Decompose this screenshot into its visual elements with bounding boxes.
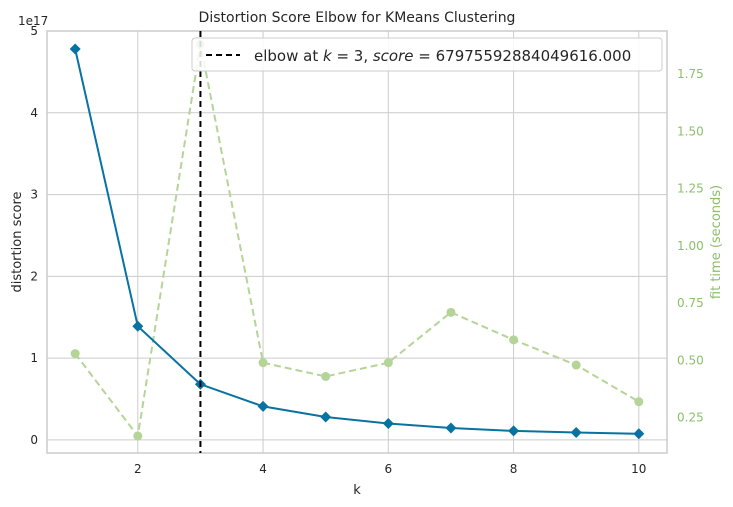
y2-tick-label: 1.50 xyxy=(677,124,704,138)
fit-time-series xyxy=(70,39,644,441)
distortion-point xyxy=(69,43,81,55)
fit-time-point xyxy=(70,349,80,359)
distortion-point xyxy=(570,427,582,439)
distortion-point xyxy=(257,400,269,412)
y-axis-label: distortion score xyxy=(10,192,25,293)
fit-time-point xyxy=(383,358,393,368)
y-tick-label: 4 xyxy=(30,106,38,120)
fit-time-point xyxy=(133,431,143,441)
y-offset-label: 1e17 xyxy=(18,14,48,28)
fit-time-point xyxy=(571,360,581,370)
y2-tick-label: 1.75 xyxy=(677,67,704,81)
fit-time-point xyxy=(321,371,331,381)
fit-time-line xyxy=(74,44,640,439)
fit-time-point xyxy=(509,335,519,345)
legend: elbow at k = 3, score = 6797559288404961… xyxy=(191,37,663,72)
distortion-line xyxy=(74,48,639,435)
distortion-series xyxy=(69,43,645,440)
y2-tick-label: 0.50 xyxy=(677,353,704,367)
y2-axis-label: fit time (seconds) xyxy=(709,185,724,299)
y2-tick-label: 1.25 xyxy=(677,182,704,196)
y-tick-label: 3 xyxy=(30,188,38,202)
distortion-point xyxy=(633,428,645,440)
y-tick-label: 1 xyxy=(30,351,38,365)
fit-time-point xyxy=(634,397,644,407)
chart-title: Distortion Score Elbow for KMeans Cluste… xyxy=(199,10,516,26)
distortion-point xyxy=(508,425,520,437)
fit-time-point xyxy=(446,307,456,317)
y-tick-label: 2 xyxy=(30,269,38,283)
y-tick-label: 5 xyxy=(30,24,38,38)
y2-tick-label: 0.75 xyxy=(677,296,704,310)
x-tick-label: 8 xyxy=(510,462,518,476)
distortion-point xyxy=(382,418,394,430)
y2-tick-label: 0.25 xyxy=(677,411,704,425)
grid-lines xyxy=(47,30,667,453)
x-tick-label: 10 xyxy=(631,462,646,476)
legend-label: elbow at k = 3, score = 6797559288404961… xyxy=(254,47,631,65)
fit-time-point xyxy=(258,358,268,368)
y2-tick-label: 1.00 xyxy=(677,239,704,253)
x-tick-label: 2 xyxy=(134,462,142,476)
x-tick-label: 6 xyxy=(384,462,392,476)
tick-labels: 2 4 6 8 10 0 1 2 3 4 5 0.25 0.50 0.75 1.00 1.25 1.50 1.75 xyxy=(30,24,703,476)
legend-box xyxy=(191,37,663,72)
distortion-point xyxy=(445,422,457,434)
x-tick-label: 4 xyxy=(259,462,267,476)
distortion-point xyxy=(320,411,332,423)
plot-frame xyxy=(46,30,668,454)
distortion-point xyxy=(132,320,144,332)
x-axis-label: k xyxy=(353,483,361,498)
y-tick-label: 0 xyxy=(30,433,38,447)
